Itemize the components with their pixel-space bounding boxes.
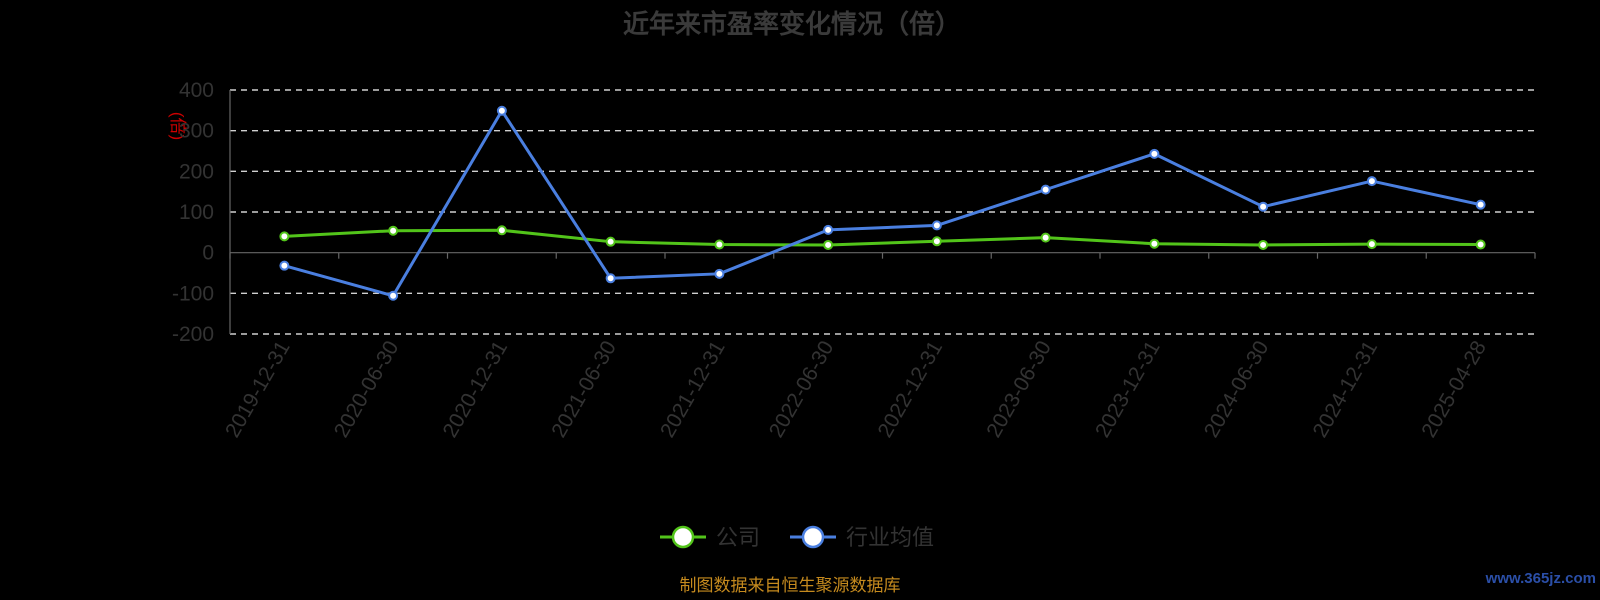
data-point [1366,239,1377,250]
watermark: www.365jz.com [1485,570,1596,587]
data-point [714,239,725,250]
data-point [1258,239,1269,250]
x-tick-label: 2020-06-30 [330,337,404,442]
y-axis-label: (倍) [168,112,187,140]
series-lines [279,105,1486,301]
legend-label: 公司 [716,525,760,550]
y-tick-label: 0 [202,242,214,265]
x-tick-label: 2019-12-31 [221,337,295,442]
x-tick-label: 2024-06-30 [1200,337,1274,442]
y-tick-label: 100 [179,201,214,224]
y-tick-label: 300 [179,120,214,143]
data-point [1040,232,1051,243]
data-point [823,224,834,235]
data-point [1475,199,1486,210]
data-point [1475,239,1486,250]
data-point [605,273,616,284]
data-source-note: 制图数据来自恒生聚源数据库 [680,576,901,595]
x-tick-label: 2022-12-31 [874,337,948,442]
x-tick-label: 2025-04-28 [1417,337,1491,442]
x-axis: 2019-12-31 2020-06-30 2020-12-31 2021-06-30… [221,90,1536,442]
x-tick-label: 2022-06-30 [765,337,839,442]
data-point [823,239,834,250]
series-line [283,109,1481,298]
x-tick-label: 2024-12-31 [1309,337,1383,442]
y-axis-ticks: 400 300 200 100 0 -100 -200 [172,79,214,346]
y-tick-label: 200 [179,160,214,183]
y-tick-label: -200 [172,323,214,346]
y-tick-label: 400 [179,79,214,102]
x-tick-label: 2021-06-30 [547,337,621,442]
y-tick-label: -100 [172,282,214,305]
data-point [1040,184,1051,195]
data-point [1149,148,1160,159]
x-tick-label: 2021-12-31 [656,337,730,442]
data-point [605,236,616,247]
data-point [279,260,290,271]
data-point [388,225,399,236]
x-tick-label: 2020-12-31 [439,337,513,442]
x-tick-label: 2023-12-31 [1091,337,1165,442]
data-point [388,290,399,301]
data-point [1258,201,1269,212]
data-point [1149,238,1160,249]
grid-lines [230,89,1535,335]
legend-marker [801,525,825,549]
x-tick-label: 2023-06-30 [982,337,1056,442]
legend: 公司 行业均值 [660,525,934,550]
data-point [1366,176,1377,187]
data-point [714,268,725,279]
data-point [931,236,942,247]
chart-title: 近年来市盈率变化情况（倍） [623,9,961,39]
data-point [496,225,507,236]
data-point [931,220,942,231]
data-point [279,231,290,242]
data-point [496,105,507,116]
legend-marker [671,525,695,549]
series-line [284,228,1481,247]
legend-label: 行业均值 [846,525,934,550]
